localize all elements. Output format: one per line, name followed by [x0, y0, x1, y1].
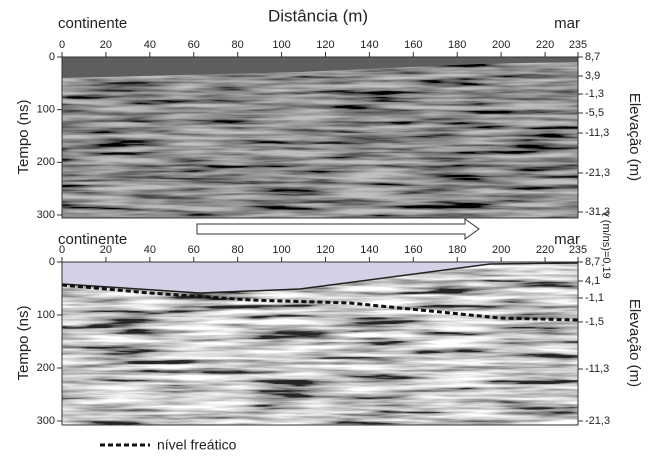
y-tick-label: 300	[37, 209, 55, 221]
elevation-tick-label: -31,3	[585, 206, 610, 218]
elevation-tick-label: 8,7	[585, 51, 600, 63]
y-axis-label: Tempo (ns)	[15, 305, 32, 380]
elevation-tick-label: -11,3	[585, 363, 609, 375]
x-tick-label: 220	[536, 244, 554, 256]
y-tick-label: 200	[37, 156, 55, 168]
x-tick-label: 100	[272, 39, 290, 51]
shade	[62, 57, 578, 218]
elevation-tick-label: -11,3	[585, 127, 609, 139]
radargram-top	[62, 57, 578, 218]
x-tick-label: 80	[232, 244, 244, 256]
elevation-axis-label: Elevação (m)	[626, 93, 643, 181]
air-layer	[62, 57, 578, 78]
x-tick-label: 160	[404, 39, 422, 51]
elevation-tick-label: -1,5	[585, 316, 604, 328]
x-tick-label: 40	[144, 244, 156, 256]
legend-label: nível freático	[157, 437, 237, 453]
x-tick-label: 20	[100, 244, 112, 256]
x-tick-label: 20	[100, 39, 112, 51]
x-tick-label: 200	[492, 39, 510, 51]
right-label: mar	[554, 15, 580, 32]
x-tick-label: 120	[316, 244, 334, 256]
y-tick-label: 0	[49, 51, 55, 63]
elevation-tick-label: -5,5	[585, 107, 604, 119]
y-tick-label: 100	[37, 104, 55, 116]
x-tick-label: 40	[144, 39, 156, 51]
frame	[61, 261, 579, 426]
y-tick-label: 100	[37, 309, 55, 321]
x-tick-label: 140	[360, 39, 378, 51]
y-axis-label: Tempo (ns)	[15, 99, 32, 174]
x-tick-label: 200	[492, 244, 510, 256]
elevation-tick-label: -1,3	[585, 88, 604, 100]
x-tick-label: 235	[569, 244, 587, 256]
elevation-tick-label: 3,9	[585, 70, 600, 82]
x-tick-label: 120	[316, 39, 334, 51]
elevation-tick-label: -21,3	[585, 415, 610, 427]
elevation-tick-label: -21,3	[585, 167, 610, 179]
title: Distância (m)	[268, 6, 368, 25]
left-label: continente	[58, 231, 127, 248]
x-tick-label: 180	[448, 39, 466, 51]
x-tick-label: 0	[59, 39, 65, 51]
x-tick-label: 100	[272, 244, 290, 256]
x-tick-label: 220	[536, 39, 554, 51]
air-layer	[62, 262, 578, 293]
water-table	[61, 283, 579, 322]
right-label: mar	[554, 231, 580, 248]
x-tick-label: 235	[569, 39, 587, 51]
elevation-tick-label: 8,7	[585, 256, 600, 268]
x-tick-label: 160	[404, 244, 422, 256]
elevation-tick-label: -1,1	[585, 292, 604, 304]
x-tick-label: 0	[59, 244, 65, 256]
x-tick-label: 60	[188, 244, 200, 256]
frame	[61, 56, 579, 219]
y-tick-label: 0	[49, 256, 55, 268]
arrow	[196, 218, 480, 240]
velocity-label: v (m/ns)=0,19	[600, 211, 612, 279]
elevation-tick-label: 4,1	[585, 275, 600, 287]
y-tick-label: 200	[37, 362, 55, 374]
x-tick-label: 60	[188, 39, 200, 51]
surface	[61, 262, 579, 294]
left-label: continente	[58, 15, 127, 32]
elevation-axis-label: Elevação (m)	[626, 299, 643, 387]
x-tick-label: 180	[448, 244, 466, 256]
y-tick-label: 300	[37, 415, 55, 427]
x-tick-label: 80	[232, 39, 244, 51]
x-tick-label: 140	[360, 244, 378, 256]
